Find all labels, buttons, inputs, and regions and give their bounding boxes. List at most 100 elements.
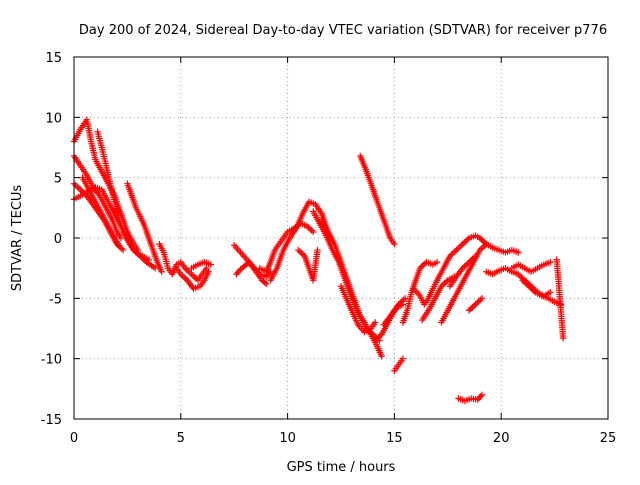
series-t8 xyxy=(156,240,210,284)
data-point xyxy=(145,256,152,263)
data-point xyxy=(479,237,487,245)
data-point xyxy=(298,249,305,257)
series-t11 xyxy=(233,258,270,288)
series-t7 xyxy=(124,180,165,275)
data-point xyxy=(399,355,407,362)
series-t15 xyxy=(295,246,321,284)
y-tick-label: -15 xyxy=(41,413,62,428)
series-t1 xyxy=(70,116,142,254)
series-t33 xyxy=(553,256,567,342)
series-t28 xyxy=(455,391,486,405)
series-t31 xyxy=(508,258,554,275)
y-tick-label: 0 xyxy=(54,232,62,247)
data-point xyxy=(261,279,269,286)
data-point xyxy=(233,271,240,278)
data-point xyxy=(467,305,474,313)
data-point xyxy=(449,249,457,257)
data-point xyxy=(391,240,398,248)
series-t5 xyxy=(94,128,152,263)
data-point xyxy=(478,295,486,302)
data-point xyxy=(182,275,189,282)
data-point xyxy=(559,334,567,342)
data-point xyxy=(378,353,385,360)
data-point xyxy=(461,239,468,246)
data-point xyxy=(472,301,479,308)
x-tick-label: 5 xyxy=(177,431,185,446)
data-point xyxy=(441,280,448,287)
data-point xyxy=(296,248,304,255)
y-axis-label: SDTVAR / TECUs xyxy=(10,185,25,292)
data-point xyxy=(179,272,186,279)
data-point xyxy=(547,258,554,266)
data-point xyxy=(186,269,194,276)
data-point xyxy=(310,228,317,236)
y-tick-label: -5 xyxy=(49,292,62,307)
series-t30 xyxy=(465,295,486,314)
data-point xyxy=(234,269,241,276)
series-t22 xyxy=(391,355,407,374)
axis-ticks: 0 5 10 15 20 25 -15 -10 -5 0 5 10 15 xyxy=(41,51,617,446)
data-point xyxy=(453,246,460,254)
data-point xyxy=(473,299,481,307)
data-marks xyxy=(70,116,567,405)
data-point xyxy=(188,271,195,278)
series-t2 xyxy=(70,152,125,242)
series-t19 xyxy=(357,152,398,248)
data-point xyxy=(207,261,214,268)
data-point xyxy=(433,258,441,266)
data-point xyxy=(398,298,406,305)
data-point xyxy=(263,280,270,288)
x-tick-label: 0 xyxy=(70,431,78,446)
y-tick-label: -10 xyxy=(41,353,62,368)
data-point xyxy=(205,268,212,275)
series-t29 xyxy=(483,264,554,300)
data-point xyxy=(115,242,123,249)
data-point xyxy=(461,263,468,270)
series-t21 xyxy=(380,301,407,329)
data-point xyxy=(191,274,198,281)
series-t18 xyxy=(337,283,379,336)
series-t27 xyxy=(446,252,479,290)
data-point xyxy=(456,243,463,251)
data-point xyxy=(462,261,470,269)
data-point xyxy=(183,266,190,273)
data-point xyxy=(515,249,522,256)
data-point xyxy=(399,301,407,308)
series-t32 xyxy=(519,277,565,308)
data-point xyxy=(306,225,314,233)
data-point xyxy=(119,246,127,254)
grid xyxy=(74,57,608,419)
data-point xyxy=(185,267,192,275)
data-point xyxy=(475,394,483,402)
data-point xyxy=(472,252,479,260)
data-point xyxy=(308,227,315,234)
data-point xyxy=(547,289,554,296)
y-tick-label: 15 xyxy=(45,51,62,66)
series-t25 xyxy=(438,240,522,326)
data-point xyxy=(478,391,486,399)
series-t9 xyxy=(173,264,212,292)
data-point xyxy=(477,296,484,304)
series-t14 xyxy=(267,198,334,284)
data-point xyxy=(189,272,197,279)
x-tick-label: 25 xyxy=(600,431,617,446)
data-point xyxy=(295,246,302,254)
data-point xyxy=(75,185,83,192)
x-tick-label: 15 xyxy=(386,431,403,446)
data-point xyxy=(371,319,379,326)
data-point xyxy=(470,302,478,310)
data-point xyxy=(451,248,458,255)
y-tick-label: 5 xyxy=(54,172,62,187)
data-point xyxy=(475,298,482,305)
data-point xyxy=(469,304,476,311)
data-point xyxy=(158,268,165,275)
data-point xyxy=(459,240,466,248)
series-t24 xyxy=(410,232,490,308)
data-point xyxy=(74,183,81,190)
y-tick-label: 10 xyxy=(45,111,62,126)
data-point xyxy=(421,260,429,267)
data-point xyxy=(465,307,473,314)
data-point xyxy=(117,234,125,242)
